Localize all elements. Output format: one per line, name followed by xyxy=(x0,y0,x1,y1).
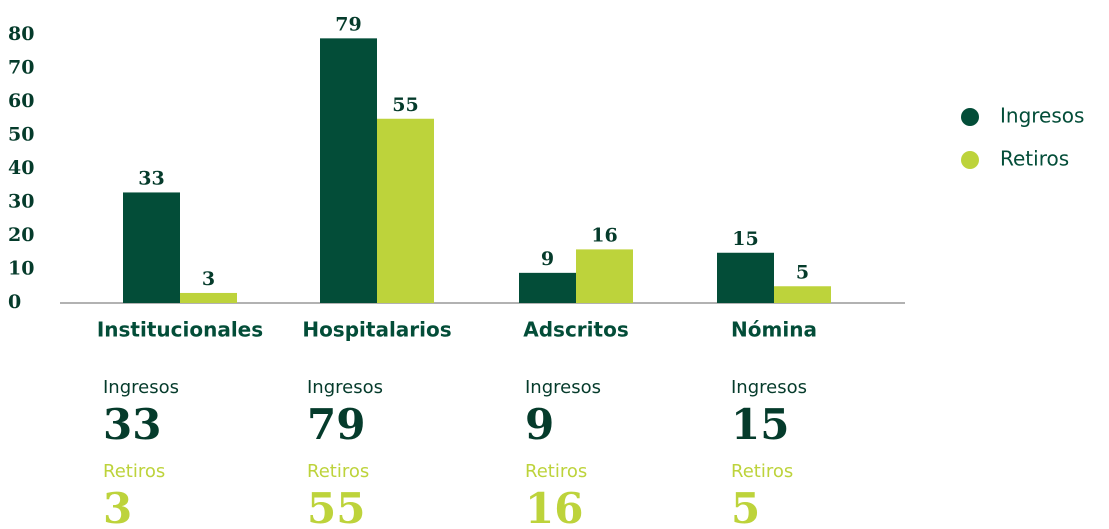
legend-marker xyxy=(961,108,979,126)
summary-label: Ingresos xyxy=(525,377,601,398)
x-tick-label: Institucionales xyxy=(97,318,263,342)
bar xyxy=(180,292,237,303)
summary-label: Ingresos xyxy=(731,377,807,398)
summary-value: 33 xyxy=(103,400,161,449)
summary-value: 15 xyxy=(731,400,789,449)
summary-value: 55 xyxy=(307,484,365,529)
data-label: 16 xyxy=(591,224,617,246)
bar xyxy=(123,192,180,303)
data-label: 15 xyxy=(732,228,758,250)
legend-marker xyxy=(961,151,979,169)
summary-label: Ingresos xyxy=(307,377,383,398)
bar xyxy=(717,252,774,303)
summary-value: 79 xyxy=(307,400,365,449)
summary-label: Retiros xyxy=(103,461,165,482)
data-label: 5 xyxy=(796,261,809,283)
y-tick-label: 20 xyxy=(8,224,34,246)
summary-value: 16 xyxy=(525,484,583,529)
bar xyxy=(377,118,434,303)
summary-value: 5 xyxy=(731,484,760,529)
bar xyxy=(519,272,576,303)
data-label: 3 xyxy=(202,268,215,290)
summary-value: 3 xyxy=(103,484,132,529)
y-tick-label: 70 xyxy=(8,57,34,79)
y-tick-label: 80 xyxy=(8,23,34,45)
bar xyxy=(774,286,831,303)
bar xyxy=(320,38,377,303)
data-label: 79 xyxy=(335,13,361,35)
data-label: 33 xyxy=(138,167,164,189)
summary-label: Retiros xyxy=(731,461,793,482)
y-tick-label: 0 xyxy=(8,291,21,313)
y-tick-label: 60 xyxy=(8,90,34,112)
y-tick-label: 30 xyxy=(8,191,34,213)
x-tick-label: Adscritos xyxy=(523,318,628,342)
x-tick-label: Hospitalarios xyxy=(302,318,451,342)
summary-label: Retiros xyxy=(525,461,587,482)
y-tick-label: 40 xyxy=(8,157,34,179)
data-label: 9 xyxy=(541,248,554,270)
y-tick-label: 10 xyxy=(8,258,34,280)
y-tick-label: 50 xyxy=(8,124,34,146)
summary-label: Retiros xyxy=(307,461,369,482)
summary-value: 9 xyxy=(525,400,554,449)
summary-label: Ingresos xyxy=(103,377,179,398)
x-tick-label: Nómina xyxy=(731,318,817,342)
data-label: 55 xyxy=(392,94,418,116)
legend-label: Ingresos xyxy=(1000,104,1084,128)
legend-label: Retiros xyxy=(1000,147,1069,171)
bar xyxy=(576,249,633,303)
